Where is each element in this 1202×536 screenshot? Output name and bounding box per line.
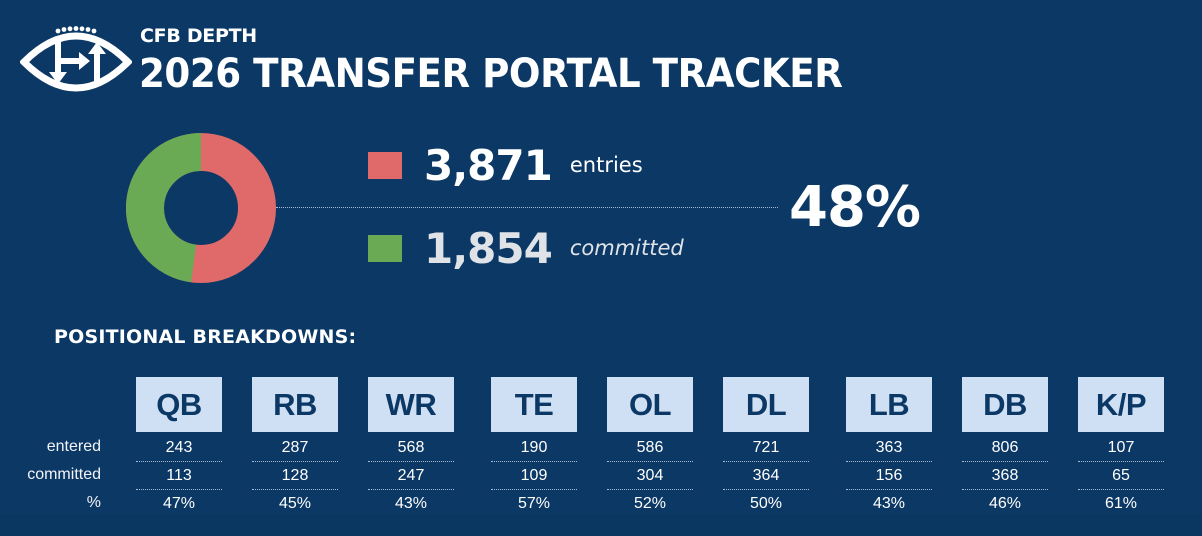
row-label-committed: committed bbox=[27, 466, 101, 483]
committed-value: 65 bbox=[1078, 462, 1164, 490]
section-title: POSITIONAL BREAKDOWNS: bbox=[54, 326, 357, 348]
position-badge: OL bbox=[607, 377, 693, 432]
position-column-ol: OL 586 304 52% bbox=[607, 377, 693, 517]
committed-slice bbox=[126, 133, 202, 283]
percent-value: 43% bbox=[394, 495, 428, 512]
committed-count: 1,854 bbox=[424, 223, 553, 273]
percent-value: 43% bbox=[872, 495, 906, 512]
legend-entries: 3,871 entries bbox=[368, 140, 643, 190]
position-column-wr: WR 568 247 43% bbox=[368, 377, 454, 517]
legend-committed: 1,854 committed bbox=[368, 223, 684, 273]
percent-value: 57% bbox=[517, 495, 551, 512]
row-label-entered: entered bbox=[46, 438, 101, 455]
position-column-lb: LB 363 156 43% bbox=[846, 377, 932, 517]
entries-swatch bbox=[368, 151, 402, 179]
position-column-qb: QB 243 113 47% bbox=[136, 377, 222, 517]
entered-value: 243 bbox=[136, 434, 222, 462]
entered-value: 806 bbox=[962, 434, 1048, 462]
row-label-percent: % bbox=[86, 494, 101, 511]
donut-chart bbox=[126, 133, 276, 283]
committed-value: 247 bbox=[368, 462, 454, 490]
position-column-db: DB 806 368 46% bbox=[962, 377, 1048, 517]
page-title: 2026 TRANSFER PORTAL TRACKER bbox=[139, 51, 843, 97]
row-labels: entered committed % bbox=[0, 436, 101, 520]
percent-value: 46% bbox=[988, 495, 1022, 512]
position-badge: QB bbox=[136, 377, 222, 432]
brand-name: CFB DEPTH bbox=[140, 25, 257, 47]
entries-label: entries bbox=[569, 153, 643, 177]
position-badge: K/P bbox=[1078, 377, 1164, 432]
committed-value: 156 bbox=[846, 462, 932, 490]
entered-value: 107 bbox=[1078, 434, 1164, 462]
entered-value: 190 bbox=[491, 434, 577, 462]
committed-swatch bbox=[368, 234, 402, 262]
position-column-rb: RB 287 128 45% bbox=[252, 377, 338, 517]
position-badge: LB bbox=[846, 377, 932, 432]
committed-value: 364 bbox=[723, 462, 809, 490]
committed-value: 113 bbox=[136, 462, 222, 490]
entered-value: 568 bbox=[368, 434, 454, 462]
entered-value: 287 bbox=[252, 434, 338, 462]
position-badge: DB bbox=[962, 377, 1048, 432]
entries-count: 3,871 bbox=[424, 140, 553, 190]
position-badge: TE bbox=[491, 377, 577, 432]
entered-value: 363 bbox=[846, 434, 932, 462]
entered-value: 586 bbox=[607, 434, 693, 462]
committed-value: 368 bbox=[962, 462, 1048, 490]
football-logo-icon bbox=[20, 26, 132, 92]
committed-label: committed bbox=[569, 236, 684, 260]
entered-value: 721 bbox=[723, 434, 809, 462]
committed-value: 109 bbox=[491, 462, 577, 490]
position-column-kp: K/P 107 65 61% bbox=[1078, 377, 1164, 517]
position-badge: WR bbox=[368, 377, 454, 432]
leader-line bbox=[276, 207, 778, 208]
committed-value: 304 bbox=[607, 462, 693, 490]
percent-value: 45% bbox=[278, 495, 312, 512]
position-column-te: TE 190 109 57% bbox=[491, 377, 577, 517]
percent-value: 47% bbox=[162, 495, 196, 512]
position-badge: RB bbox=[252, 377, 338, 432]
percent-value: 52% bbox=[633, 495, 667, 512]
position-column-dl: DL 721 364 50% bbox=[723, 377, 809, 517]
bottom-band bbox=[0, 514, 1202, 536]
percent-value: 50% bbox=[749, 495, 783, 512]
position-badge: DL bbox=[723, 377, 809, 432]
committed-value: 128 bbox=[252, 462, 338, 490]
percent-committed: 48% bbox=[789, 175, 921, 240]
percent-value: 61% bbox=[1104, 495, 1138, 512]
